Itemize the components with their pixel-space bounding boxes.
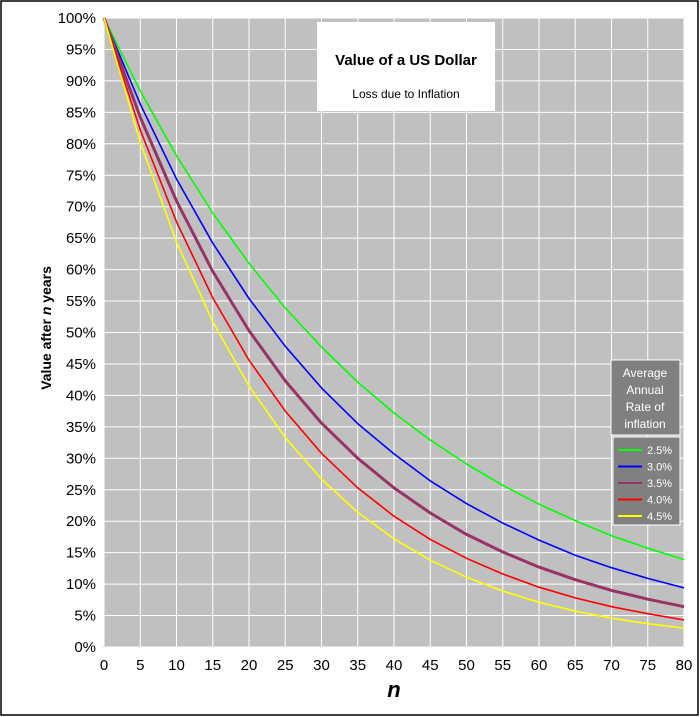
series-line <box>103 17 685 561</box>
x-tick-label: 70 <box>603 657 620 674</box>
y-tick-label: 0% <box>74 639 96 656</box>
x-tick-label: 40 <box>386 657 403 674</box>
y-tick-label: 60% <box>66 262 96 279</box>
y-axis-label-n: n <box>38 307 54 316</box>
legend-item-label: 3.5% <box>647 478 672 490</box>
y-tick-label: 65% <box>66 230 96 247</box>
y-tick-label: 95% <box>66 41 96 58</box>
y-tick-label: 30% <box>66 450 96 467</box>
y-axis-label: Value after n years <box>38 266 54 390</box>
chart-subtitle: Loss due to Inflation <box>352 87 459 101</box>
series-lines <box>102 17 685 629</box>
legend-item-label: 3.0% <box>647 462 672 474</box>
x-axis-tick-labels: 0 5 10 15 20 25 30 35 40 45 50 55 60 65 70 75 80 <box>100 657 693 674</box>
y-tick-label: 15% <box>66 545 96 562</box>
x-tick-label: 45 <box>422 657 439 674</box>
y-tick-label: 5% <box>74 608 96 625</box>
x-tick-label: 75 <box>639 657 656 674</box>
legend-title-line: Annual <box>626 383 663 397</box>
x-tick-label: 10 <box>168 657 185 674</box>
y-tick-label: 100% <box>58 10 96 27</box>
series-line <box>102 17 685 609</box>
legend-items: 2.5% 3.0% 3.5% 4.0% 4.5% <box>618 445 672 523</box>
series-line <box>103 17 685 589</box>
y-tick-label: 50% <box>66 325 96 342</box>
x-tick-label: 0 <box>100 657 108 674</box>
legend-title-line: Average <box>623 366 668 380</box>
x-tick-label: 50 <box>458 657 475 674</box>
x-tick-label: 25 <box>277 657 294 674</box>
legend-title-line: Rate of <box>626 400 665 414</box>
x-tick-label: 30 <box>313 657 330 674</box>
x-tick-label: 65 <box>567 657 584 674</box>
y-tick-label: 20% <box>66 513 96 530</box>
y-tick-label: 45% <box>66 356 96 373</box>
y-tick-label: 90% <box>66 73 96 90</box>
x-tick-label: 80 <box>676 657 693 674</box>
gridlines <box>103 17 685 648</box>
legend-title-line: inflation <box>624 417 665 431</box>
legend-title: Average Annual Rate of inflation <box>623 366 668 431</box>
y-axis-tick-labels: 0% 5% 10% 15% 20% 25% 30% 35% 40% 45% 50% 55% 60% 65%… <box>58 10 96 656</box>
x-tick-label: 60 <box>531 657 548 674</box>
x-axis-label: n <box>387 677 400 702</box>
y-tick-label: 25% <box>66 482 96 499</box>
y-tick-label: 75% <box>66 167 96 184</box>
y-tick-label: 85% <box>66 104 96 121</box>
y-tick-label: 10% <box>66 576 96 593</box>
x-tick-label: 35 <box>349 657 366 674</box>
x-tick-label: 15 <box>204 657 221 674</box>
y-tick-label: 70% <box>66 199 96 216</box>
series-line <box>103 17 685 629</box>
x-tick-label: 55 <box>494 657 511 674</box>
legend-item-label: 4.0% <box>647 495 672 507</box>
chart-title: Value of a US Dollar <box>335 52 477 69</box>
legend-item-label: 2.5% <box>647 445 672 457</box>
title-box-background <box>317 22 495 111</box>
legend-title-box <box>610 359 681 436</box>
legend-item-label: 4.5% <box>647 511 672 523</box>
y-tick-label: 55% <box>66 293 96 310</box>
y-tick-label: 35% <box>66 419 96 436</box>
x-tick-label: 20 <box>241 657 258 674</box>
legend-entries-box <box>612 436 681 526</box>
x-tick-label: 5 <box>136 657 144 674</box>
legend: Average Annual Rate of inflation 2.5% 3.0% 3.… <box>610 359 681 526</box>
y-tick-label: 40% <box>66 387 96 404</box>
title-box: Value of a US Dollar Loss due to Inflati… <box>317 22 495 111</box>
y-tick-label: 80% <box>66 136 96 153</box>
series-line <box>103 17 685 621</box>
